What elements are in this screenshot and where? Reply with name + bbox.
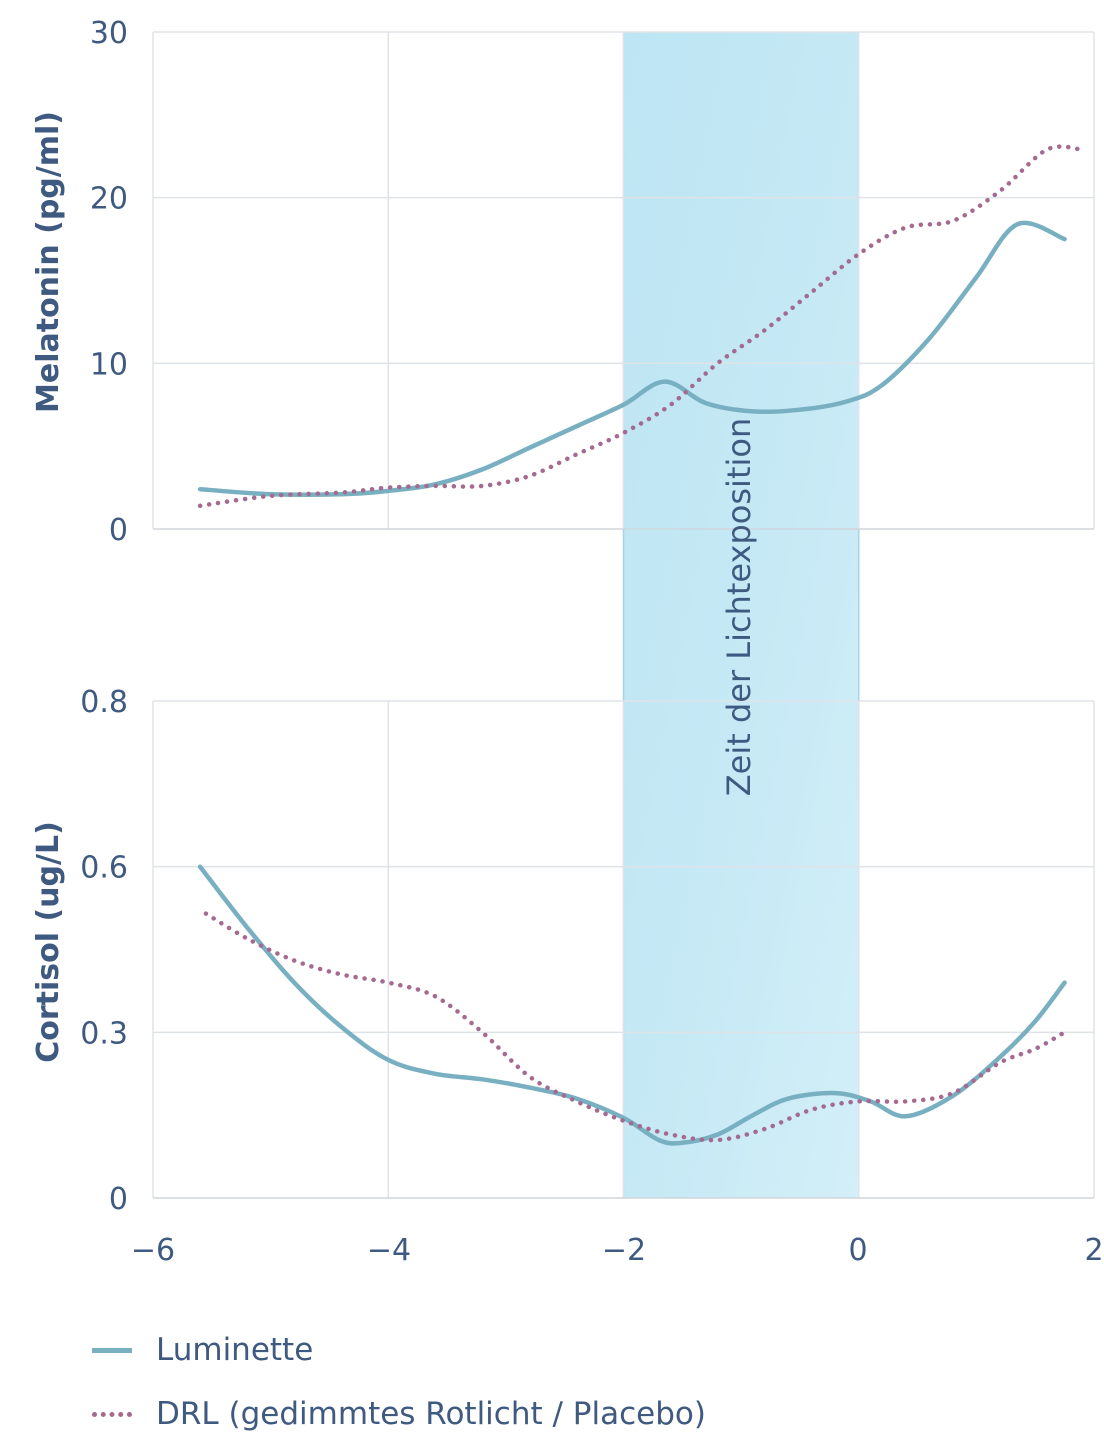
x-tick-label: 0 [848, 1233, 867, 1268]
light-exposure-label: Zeit der Lichtexposition [720, 418, 758, 797]
light-exposure-band [623, 32, 859, 1198]
legend-swatch-solid [92, 1347, 132, 1353]
series-line-drl [203, 911, 1067, 1143]
x-tick-label: −6 [131, 1233, 175, 1268]
legend-item-drl: DRL (gedimmtes Rotlicht / Placebo) [92, 1382, 706, 1446]
y-tick-label: 20 [90, 182, 128, 217]
light-exposure-band-layer [622, 32, 860, 1198]
tick-layer: 0 10 20 30 0 0.3 0.6 0.8 −6 −4 −2 0 2 [80, 16, 1103, 1268]
cortisol-axis-label: Cortisol (ug/L) [31, 821, 66, 1063]
grid-layer [152, 31, 1095, 1199]
series-line-drl [197, 144, 1085, 509]
y-tick-label: 10 [90, 347, 128, 382]
series-line-luminette [197, 864, 1067, 1146]
legend: Luminette DRL (gedimmtes Rotlicht / Plac… [92, 1318, 706, 1446]
legend-swatch-dotted [92, 1411, 132, 1417]
y-tick-label: 0 [109, 1182, 128, 1217]
legend-label-luminette: Luminette [156, 1332, 314, 1368]
y-tick-label: 0 [109, 513, 128, 548]
y-tick-label: 0.3 [80, 1016, 128, 1051]
legend-label-drl: DRL (gedimmtes Rotlicht / Placebo) [156, 1396, 706, 1432]
y-tick-label: 0.8 [80, 685, 128, 720]
series-line-luminette [197, 220, 1067, 497]
y-tick-label: 0.6 [80, 851, 128, 886]
melatonin-axis-label: Melatonin (pg/ml) [31, 111, 66, 413]
x-tick-label: −2 [602, 1233, 646, 1268]
x-tick-label: 2 [1084, 1233, 1103, 1268]
legend-item-luminette: Luminette [92, 1318, 706, 1382]
series-layer [197, 144, 1085, 1146]
x-tick-label: −4 [367, 1233, 411, 1268]
chart: 0 10 20 30 0 0.3 0.6 0.8 −6 −4 −2 0 2 Zeit der Licht… [31, 16, 1104, 1268]
y-tick-label: 30 [90, 16, 128, 51]
